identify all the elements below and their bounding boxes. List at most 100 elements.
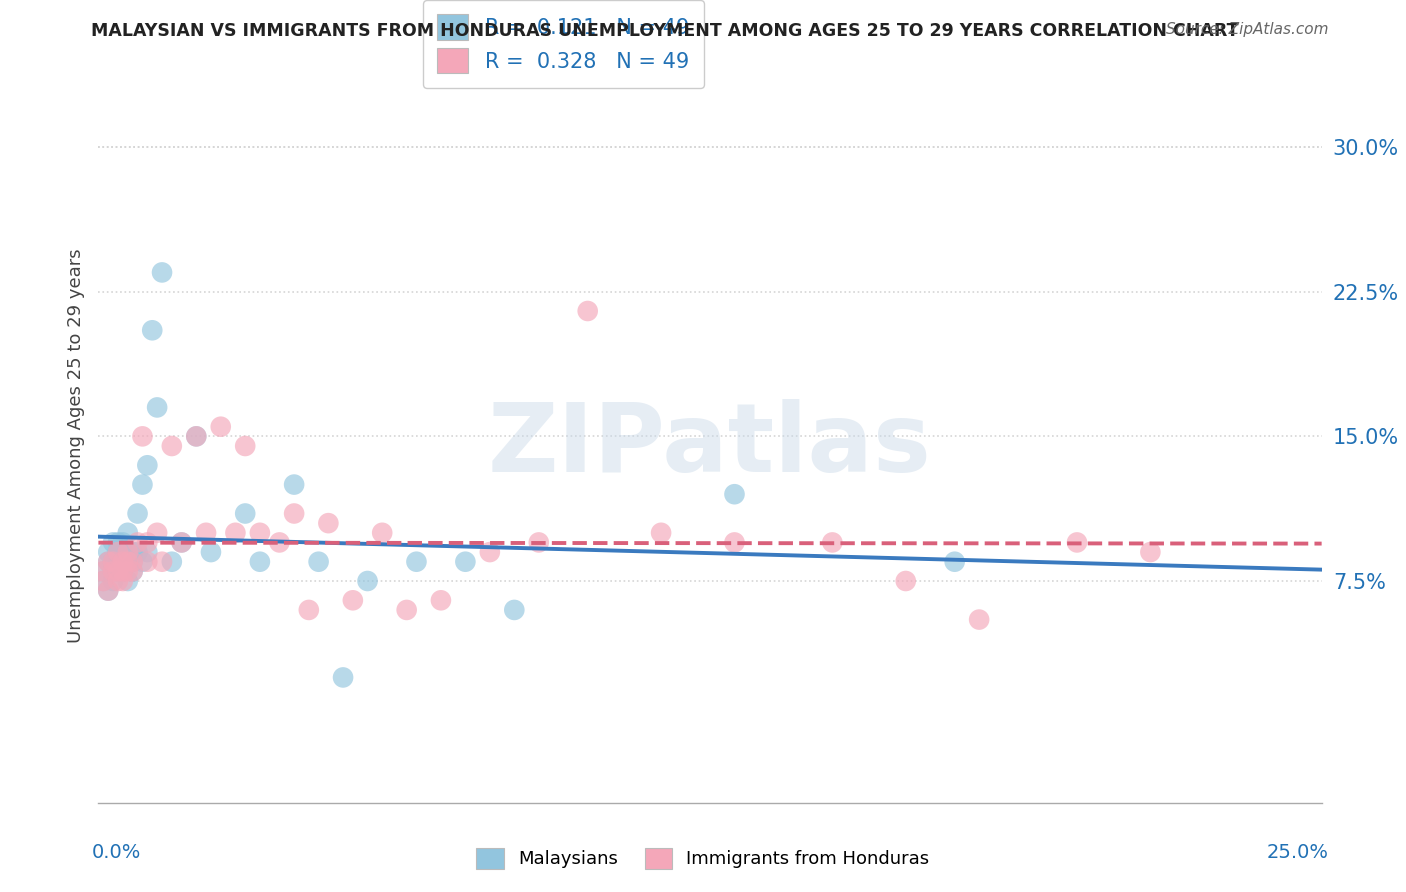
Point — [332, 670, 354, 684]
Point — [101, 555, 124, 569]
Point — [170, 535, 193, 549]
Point — [127, 507, 149, 521]
Point — [186, 429, 208, 443]
Point — [111, 574, 134, 588]
Point — [356, 574, 378, 588]
Point — [111, 565, 134, 579]
Point — [186, 429, 208, 443]
Point — [97, 555, 120, 569]
Point — [136, 535, 159, 549]
Point — [430, 593, 453, 607]
Point — [894, 574, 917, 588]
Point — [121, 565, 143, 579]
Point — [121, 545, 143, 559]
Point — [121, 565, 143, 579]
Point — [131, 555, 153, 569]
Point — [723, 535, 745, 549]
Legend: R =  0.121   N = 49, R =  0.328   N = 49: R = 0.121 N = 49, R = 0.328 N = 49 — [423, 0, 704, 88]
Point — [136, 458, 159, 473]
Point — [117, 525, 139, 540]
Point — [233, 439, 256, 453]
Text: ZIPatlas: ZIPatlas — [488, 400, 932, 492]
Point — [107, 545, 129, 559]
Point — [224, 525, 246, 540]
Point — [127, 545, 149, 559]
Point — [107, 545, 129, 559]
Point — [101, 565, 124, 579]
Point — [249, 555, 271, 569]
Point — [160, 555, 183, 569]
Point — [150, 555, 173, 569]
Point — [107, 545, 129, 559]
Point — [283, 507, 305, 521]
Point — [97, 545, 120, 559]
Point — [111, 535, 134, 549]
Legend: Malaysians, Immigrants from Honduras: Malaysians, Immigrants from Honduras — [470, 840, 936, 876]
Point — [117, 545, 139, 559]
Point — [111, 555, 134, 569]
Y-axis label: Unemployment Among Ages 25 to 29 years: Unemployment Among Ages 25 to 29 years — [66, 249, 84, 643]
Point — [371, 525, 394, 540]
Point — [107, 565, 129, 579]
Point — [342, 593, 364, 607]
Point — [91, 574, 114, 588]
Point — [405, 555, 427, 569]
Point — [117, 555, 139, 569]
Point — [527, 535, 550, 549]
Point — [117, 565, 139, 579]
Point — [170, 535, 193, 549]
Point — [283, 477, 305, 491]
Point — [150, 265, 173, 279]
Point — [146, 525, 169, 540]
Point — [97, 583, 120, 598]
Point — [478, 545, 501, 559]
Point — [91, 565, 114, 579]
Point — [121, 555, 143, 569]
Point — [308, 555, 330, 569]
Point — [111, 565, 134, 579]
Point — [107, 555, 129, 569]
Point — [111, 545, 134, 559]
Point — [141, 323, 163, 337]
Point — [97, 583, 120, 598]
Point — [943, 555, 966, 569]
Point — [107, 565, 129, 579]
Point — [131, 477, 153, 491]
Text: 25.0%: 25.0% — [1267, 843, 1329, 862]
Point — [146, 401, 169, 415]
Point — [131, 429, 153, 443]
Point — [249, 525, 271, 540]
Point — [111, 555, 134, 569]
Point — [723, 487, 745, 501]
Point — [117, 574, 139, 588]
Point — [91, 574, 114, 588]
Point — [121, 555, 143, 569]
Point — [576, 304, 599, 318]
Point — [136, 545, 159, 559]
Point — [101, 574, 124, 588]
Point — [101, 535, 124, 549]
Point — [107, 535, 129, 549]
Text: MALAYSIAN VS IMMIGRANTS FROM HONDURAS UNEMPLOYMENT AMONG AGES 25 TO 29 YEARS COR: MALAYSIAN VS IMMIGRANTS FROM HONDURAS UN… — [91, 22, 1239, 40]
Point — [195, 525, 218, 540]
Point — [967, 613, 990, 627]
Text: Source: ZipAtlas.com: Source: ZipAtlas.com — [1166, 22, 1329, 37]
Point — [101, 565, 124, 579]
Point — [454, 555, 477, 569]
Point — [200, 545, 222, 559]
Point — [233, 507, 256, 521]
Point — [160, 439, 183, 453]
Text: 0.0%: 0.0% — [91, 843, 141, 862]
Point — [821, 535, 844, 549]
Point — [127, 535, 149, 549]
Point — [117, 545, 139, 559]
Point — [503, 603, 526, 617]
Point — [318, 516, 340, 530]
Point — [97, 555, 120, 569]
Point — [1066, 535, 1088, 549]
Point — [101, 555, 124, 569]
Point — [395, 603, 418, 617]
Point — [298, 603, 321, 617]
Point — [91, 565, 114, 579]
Point — [209, 419, 232, 434]
